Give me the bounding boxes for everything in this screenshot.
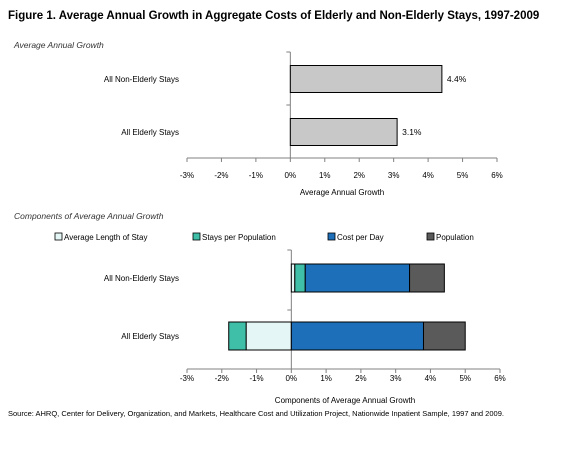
x-tick-label: -2% xyxy=(214,171,228,180)
x-axis-title: Average Annual Growth xyxy=(300,188,384,197)
figure-title: Figure 1. Average Annual Growth in Aggre… xyxy=(8,10,540,22)
x-tick-label: 6% xyxy=(494,374,506,383)
category-label: All Elderly Stays xyxy=(121,332,179,341)
chart1-section-label: Average Annual Growth xyxy=(14,40,104,50)
x-tick-label: 2% xyxy=(355,374,367,383)
legend-swatch xyxy=(54,232,63,241)
bar-segment xyxy=(422,321,466,351)
bar-segment xyxy=(245,321,292,351)
x-tick-label: 5% xyxy=(459,374,471,383)
source-note: Source: AHRQ, Center for Delivery, Organ… xyxy=(8,409,504,418)
bar-segment xyxy=(290,263,296,293)
x-axis-title: Components of Average Annual Growth xyxy=(275,396,415,405)
x-tick-label: 6% xyxy=(491,171,503,180)
legend-label: Population xyxy=(436,233,474,242)
category-label: All Elderly Stays xyxy=(121,128,179,137)
category-label: All Non-Elderly Stays xyxy=(104,274,179,283)
x-tick-label: 5% xyxy=(457,171,469,180)
category-label: All Non-Elderly Stays xyxy=(104,75,179,84)
legend-swatch xyxy=(426,232,435,241)
x-tick-label: 3% xyxy=(390,374,402,383)
legend-label: Average Length of Stay xyxy=(64,233,147,242)
data-label: 4.4% xyxy=(447,74,467,84)
chart2-section-label: Components of Average Annual Growth xyxy=(14,211,164,221)
x-tick-label: -3% xyxy=(180,171,194,180)
bar xyxy=(289,118,398,146)
x-tick-label: -3% xyxy=(180,374,194,383)
x-tick-label: 1% xyxy=(320,374,332,383)
x-tick-label: 4% xyxy=(422,171,434,180)
bar-segment xyxy=(304,263,411,293)
legend-swatch xyxy=(327,232,336,241)
x-tick-label: 1% xyxy=(319,171,331,180)
bar xyxy=(289,65,443,93)
x-tick-label: 2% xyxy=(353,171,365,180)
legend-label: Stays per Population xyxy=(202,233,276,242)
x-tick-label: 0% xyxy=(285,171,297,180)
x-tick-label: 0% xyxy=(286,374,298,383)
bar-segment xyxy=(294,263,306,293)
legend-swatch xyxy=(192,232,201,241)
bar-segment xyxy=(409,263,445,293)
x-tick-label: -1% xyxy=(249,171,263,180)
x-tick-label: -1% xyxy=(249,374,263,383)
data-label: 3.1% xyxy=(402,127,422,137)
x-tick-label: 4% xyxy=(425,374,437,383)
x-tick-label: 3% xyxy=(388,171,400,180)
legend-label: Cost per Day xyxy=(337,233,384,242)
x-tick-label: -2% xyxy=(215,374,229,383)
average-growth-chart: -3% -2% -1% 0% 1% 2% 3% 4% 5% 6% Average Annual Gr… xyxy=(104,51,503,197)
components-chart: -3% -2% -1% 0% 1% 2% 3% 4% 5% 6% Components of Ave… xyxy=(54,232,506,405)
bar-segment xyxy=(228,321,247,351)
bar-segment xyxy=(290,321,424,351)
